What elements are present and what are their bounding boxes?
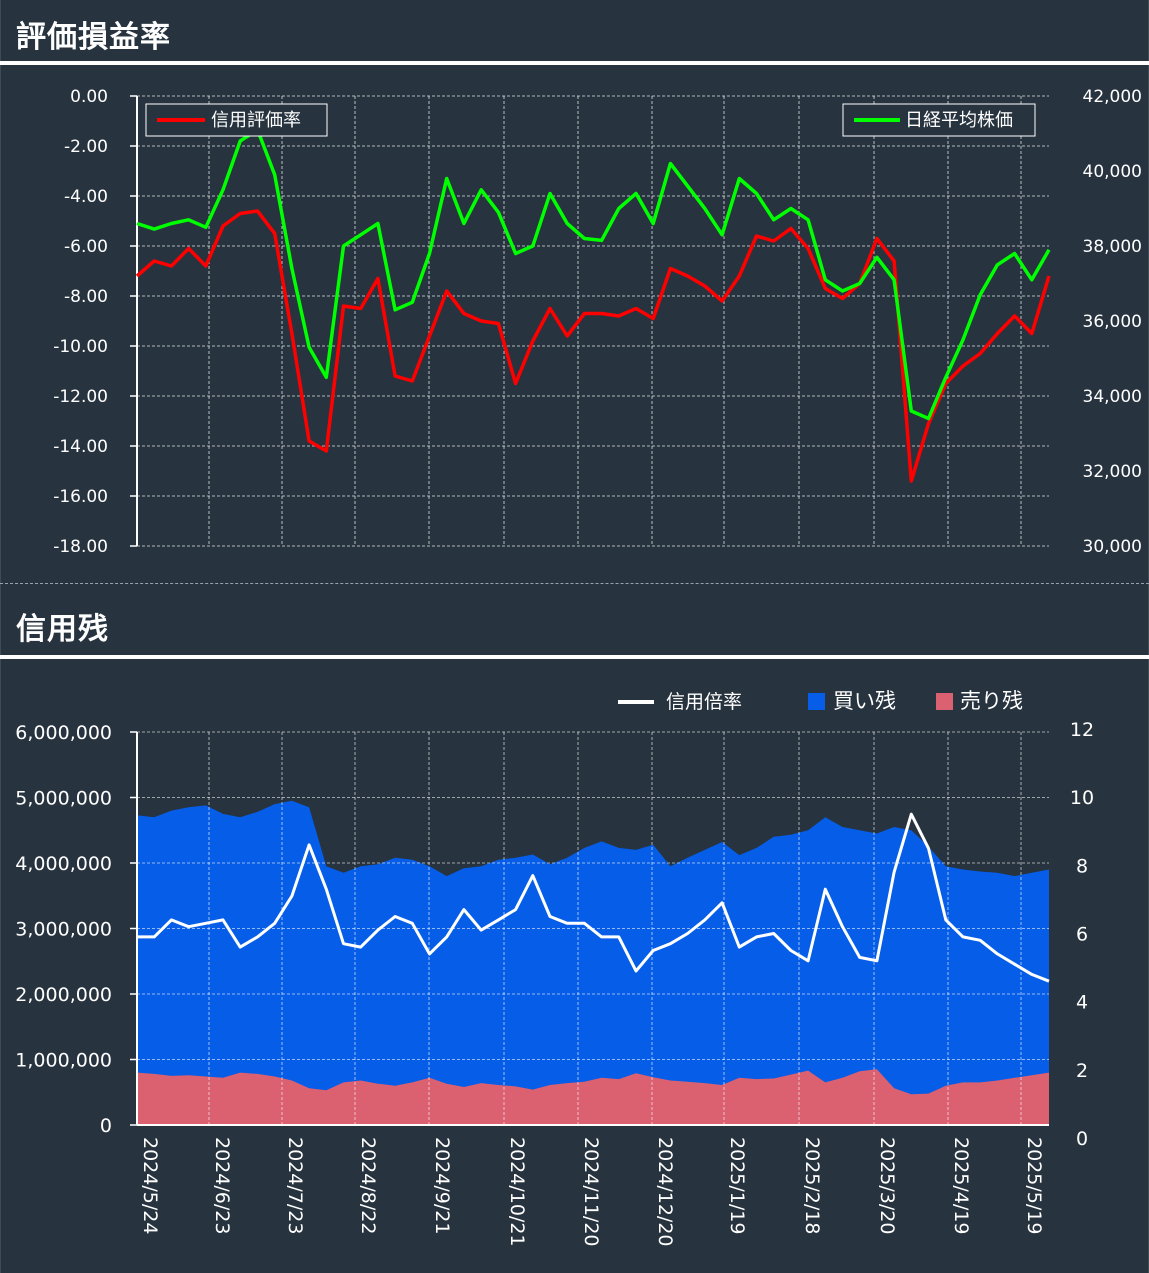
y-left-tick-label: 1,000,000 — [15, 1050, 112, 1072]
y-right-tick-label: 32,000 — [1083, 462, 1142, 482]
area-sell-balance — [137, 1069, 1049, 1125]
y-right-tick-label: 8 — [1076, 855, 1088, 877]
y-right-tick-label: 38,000 — [1083, 237, 1142, 257]
page-title-eval-rate: 評価損益率 — [16, 20, 171, 55]
legend-label-credit-eval: 信用評価率 — [211, 110, 301, 131]
legend-label-credit-ratio: 信用倍率 — [666, 691, 742, 713]
section-divider-bottom — [0, 655, 1149, 659]
y-left-tick-label: -16.00 — [53, 487, 108, 507]
y-right-tick-label: 34,000 — [1083, 387, 1142, 407]
y-right-tick-label: 0 — [1076, 1128, 1088, 1150]
area-buy-balance — [137, 800, 1049, 1125]
x-tick-label: 2025/4/19 — [950, 1137, 972, 1234]
legend-label-buy: 買い残 — [833, 689, 896, 713]
section-separator — [0, 583, 1149, 584]
y-left-tick-label: 6,000,000 — [15, 722, 112, 744]
y-left-tick-label: 4,000,000 — [15, 853, 112, 875]
y-right-tick-label: 12 — [1070, 719, 1094, 741]
y-left-tick-label: -12.00 — [53, 387, 108, 407]
y-right-tick-label: 30,000 — [1083, 537, 1142, 557]
y-left-tick-label: -4.00 — [64, 187, 108, 207]
x-tick-label: 2024/8/22 — [357, 1137, 379, 1234]
section-divider-top — [0, 61, 1149, 65]
x-tick-label: 2024/10/21 — [506, 1137, 528, 1247]
y-right-tick-label: 6 — [1076, 924, 1088, 946]
x-tick-label: 2024/7/23 — [284, 1137, 306, 1234]
margin-balance-chart: 6,000,000 5,000,000 4,000,000 3,000,000 2,00… — [15, 689, 1094, 1247]
legend-swatch-sell — [936, 693, 953, 710]
legend-swatch-buy — [808, 693, 825, 710]
x-tick-label: 2025/5/19 — [1023, 1137, 1045, 1234]
y-right-tick-label: 10 — [1070, 787, 1094, 809]
y-left-tick-label: 3,000,000 — [15, 919, 112, 941]
x-tick-label: 2024/9/21 — [431, 1137, 453, 1234]
eval-rate-chart: 0.00 -2.00 -4.00 -6.00 -8.00 -10.00 -12.00 -14.… — [53, 87, 1142, 557]
y-left-tick-label: 0 — [100, 1115, 112, 1137]
y-left-tick-label: -10.00 — [53, 337, 108, 357]
y-left-tick-label: 5,000,000 — [15, 788, 112, 810]
y-right-tick-label: 40,000 — [1083, 162, 1142, 182]
series-line-credit-ratio — [137, 812, 1050, 983]
y-left-tick-label: -14.00 — [53, 437, 108, 457]
y-left-tick-label: 0.00 — [70, 87, 108, 107]
x-tick-label: 2025/3/20 — [876, 1137, 898, 1234]
x-tick-label: 2024/6/23 — [211, 1137, 233, 1234]
y-left-tick-label: -6.00 — [64, 237, 108, 257]
x-tick-label: 2024/11/20 — [580, 1137, 602, 1247]
legend-label-nikkei: 日経平均株価 — [905, 110, 1013, 131]
x-tick-label: 2025/2/18 — [801, 1137, 823, 1234]
y-right-tick-label: 42,000 — [1083, 87, 1142, 107]
x-tick-label: 2024/12/20 — [654, 1137, 676, 1247]
y-right-tick-label: 36,000 — [1083, 312, 1142, 332]
page-title-margin-balance: 信用残 — [16, 612, 109, 647]
y-left-tick-label: -8.00 — [64, 287, 108, 307]
y-right-tick-label: 2 — [1076, 1060, 1088, 1082]
series-line-nikkei — [136, 128, 1051, 421]
legend-label-sell: 売り残 — [960, 689, 1023, 713]
y-left-tick-label: 2,000,000 — [15, 984, 112, 1006]
y-left-tick-label: -2.00 — [64, 137, 108, 157]
x-tick-label: 2024/5/24 — [139, 1137, 161, 1234]
y-left-tick-label: -18.00 — [53, 537, 108, 557]
x-tick-label: 2025/1/19 — [726, 1137, 748, 1234]
y-right-tick-label: 4 — [1076, 992, 1088, 1014]
